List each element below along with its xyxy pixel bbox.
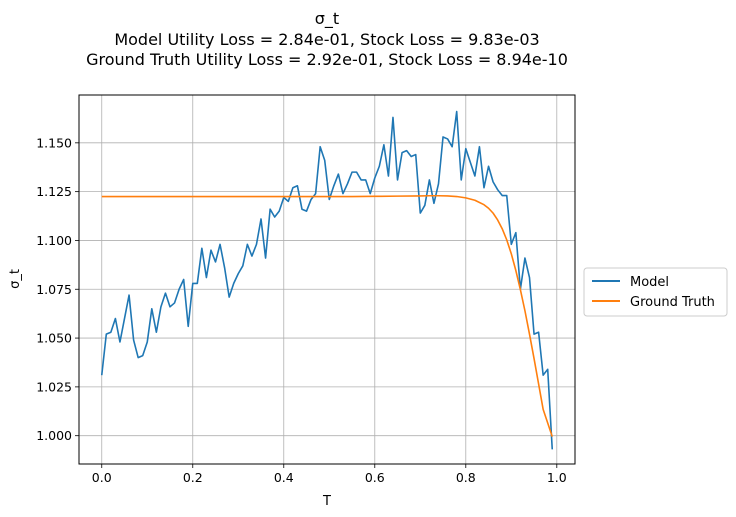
axes-frame	[78, 94, 576, 465]
y-tick-label: 1.000	[36, 428, 72, 443]
series-lines	[100, 110, 554, 450]
x-tick-label: 0.4	[274, 470, 294, 485]
chart-subtitle-line-1: Model Utility Loss = 2.84e-01, Stock Los…	[114, 30, 539, 49]
legend-label-model: Model	[630, 275, 669, 290]
series-line-ground-truth	[101, 194, 554, 437]
series-line-model	[100, 110, 554, 450]
legend: Model Ground Truth	[583, 267, 728, 317]
y-tick-label: 1.050	[36, 331, 72, 346]
x-axis-label: T	[322, 494, 331, 509]
legend-label-ground-truth: Ground Truth	[630, 295, 715, 310]
y-tick-label: 1.150	[36, 135, 72, 150]
grid	[79, 95, 575, 464]
plot-area	[79, 95, 575, 464]
y-tick-label: 1.100	[36, 233, 72, 248]
y-axis-label: σ_t	[8, 269, 23, 289]
x-tick-label: 0.2	[183, 470, 203, 485]
chart-title: σ_t	[315, 9, 339, 29]
y-tick-label: 1.025	[36, 379, 72, 394]
x-tick-label: 0.0	[92, 470, 112, 485]
y-tick-label: 1.075	[36, 282, 72, 297]
x-tick-label: 0.6	[365, 470, 385, 485]
y-tick-label: 1.125	[36, 184, 72, 199]
x-tick-label: 1.0	[547, 470, 567, 485]
chart-subtitle-line-2: Ground Truth Utility Loss = 2.92e-01, St…	[86, 50, 568, 69]
x-tick-label: 0.8	[456, 470, 476, 485]
ticks: 0.0 0.2 0.4 0.6 0.8 1.0 1.000 1.025 1.050 1.075 1.…	[36, 135, 567, 485]
